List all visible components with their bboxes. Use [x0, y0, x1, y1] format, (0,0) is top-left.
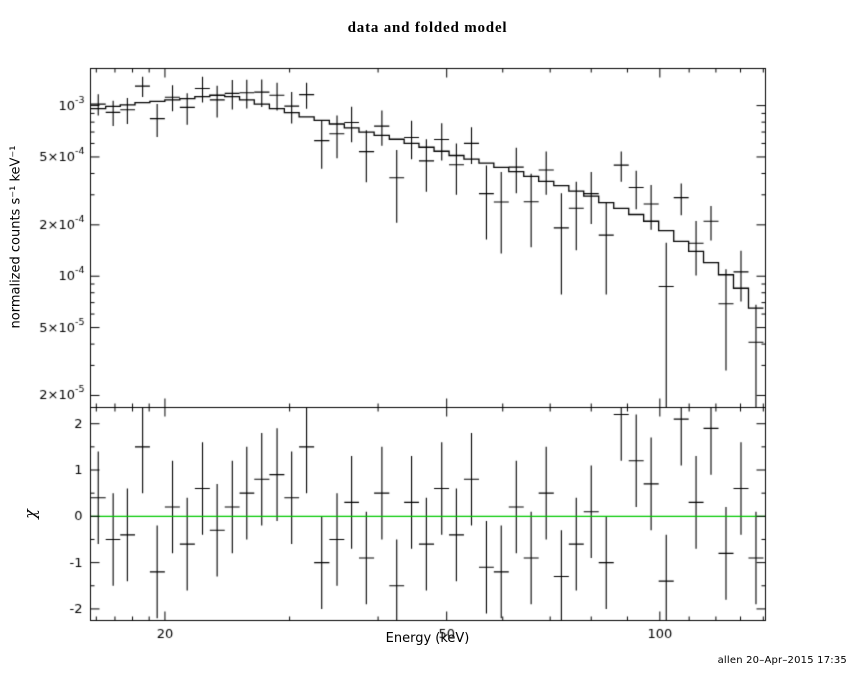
- x-axis-label: Energy (keV): [385, 631, 470, 646]
- plot-footer-timestamp: allen 20–Apr–2015 17:35: [717, 655, 847, 666]
- y-axis-label-counts: normalized counts s⁻¹ keV⁻¹: [8, 145, 24, 329]
- chart-title: data and folded model: [347, 20, 508, 36]
- y-axis-label-chi: χ: [20, 509, 40, 519]
